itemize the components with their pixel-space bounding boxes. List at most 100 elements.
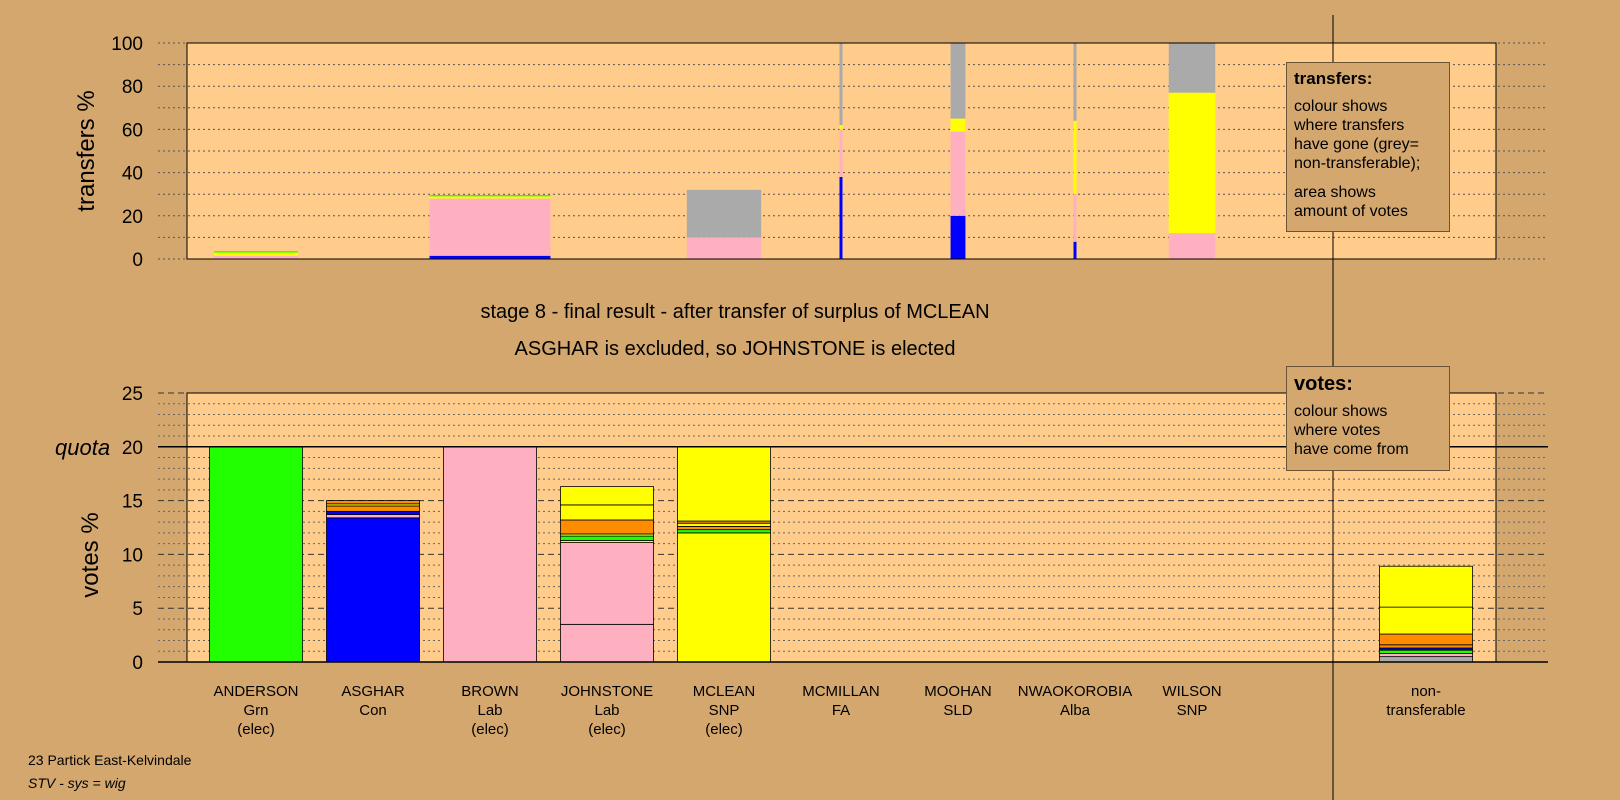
quota-label: quota — [55, 435, 110, 460]
candidate-label: SNP — [709, 702, 740, 719]
vote-segment — [1379, 644, 1473, 649]
transfer-segment — [214, 255, 298, 259]
ward-name: 23 Partick East-Kelvindale — [28, 752, 192, 768]
transfer-segment — [1168, 92, 1216, 234]
candidate-label: JOHNSTONE — [561, 683, 653, 700]
vote-segment — [560, 535, 654, 541]
transfers-y-axis-label: transfers % — [73, 90, 100, 211]
stage-title: stage 8 - final result - after transfer … — [480, 301, 989, 323]
candidate-label: (elec) — [588, 721, 626, 738]
vote-segment — [1379, 606, 1473, 635]
candidate-label: Alba — [1060, 702, 1091, 719]
vote-segment — [1379, 565, 1473, 608]
vote-segment — [326, 500, 420, 505]
vote-segment — [1379, 652, 1473, 658]
transfers-legend-line: colour shows — [1294, 98, 1388, 115]
vote-segment — [560, 504, 654, 521]
vote-segment — [677, 526, 771, 531]
transfers-legend: transfers: colour shows where transfers … — [1286, 62, 1450, 232]
candidate-label: Lab — [594, 702, 619, 719]
vote-segment — [677, 446, 771, 522]
y-tick-label: 80 — [122, 77, 143, 98]
transfers-legend-title: transfers: — [1294, 69, 1373, 88]
votes-y-ticks: 0 5 10 15 20 25 — [122, 384, 143, 674]
y-tick-label: 15 — [122, 492, 143, 513]
transfers-legend-line: have gone (grey= — [1294, 136, 1419, 153]
votes-legend-line: where votes — [1294, 422, 1381, 439]
votes-legend-line: colour shows — [1294, 403, 1388, 420]
votes-legend-title: votes: — [1294, 373, 1353, 395]
candidate-label: MCLEAN — [693, 683, 756, 700]
votes-bars — [158, 446, 1548, 663]
transfer-segment — [1073, 120, 1077, 195]
candidate-label: MOOHAN — [924, 683, 992, 700]
candidate-label: ASGHAR — [341, 683, 405, 700]
candidate-label: (elec) — [237, 721, 275, 738]
transfer-segment — [1073, 194, 1077, 242]
vote-segment — [326, 510, 420, 515]
counting-system: STV - sys = wig — [28, 775, 126, 791]
y-tick-label: 20 — [122, 207, 143, 228]
transfer-segment — [950, 215, 966, 259]
candidate-label: (elec) — [705, 721, 743, 738]
transfers-bars — [214, 43, 1216, 259]
candidate-label: Grn — [243, 702, 268, 719]
vote-segment — [1379, 633, 1473, 646]
transfers-legend-line: non-transferable); — [1294, 155, 1421, 172]
candidate-label: ANDERSON — [213, 683, 298, 700]
transfer-segment — [214, 252, 298, 256]
transfer-segment — [839, 43, 843, 126]
vote-segment — [326, 514, 420, 519]
vote-segment — [560, 519, 654, 535]
vote-segment — [560, 486, 654, 506]
y-tick-label: 60 — [122, 120, 143, 141]
transfers-plot-frame — [186, 42, 1497, 260]
y-tick-label: 5 — [132, 599, 143, 620]
transfers-y-ticks: 0 20 40 60 80 100 — [111, 34, 143, 271]
candidate-labels: ANDERSON Grn (elec) ASGHAR Con BROWN Lab (elec)… — [213, 683, 1465, 738]
transfer-segment — [429, 195, 551, 197]
candidate-label: (elec) — [471, 721, 509, 738]
transfer-segment — [1168, 43, 1216, 93]
transfers-legend-line: amount of votes — [1294, 203, 1408, 220]
transfer-segment — [950, 43, 966, 119]
votes-plot-frame — [186, 392, 1497, 663]
transfer-segment — [1073, 241, 1077, 259]
transfer-segment — [686, 189, 762, 238]
transfer-segment — [839, 125, 843, 130]
candidate-label: WILSON — [1162, 683, 1221, 700]
vote-segment — [326, 517, 420, 663]
vote-segment — [209, 446, 303, 663]
vote-segment — [1379, 649, 1473, 654]
y-tick-label: 0 — [132, 653, 143, 674]
transfer-segment — [429, 198, 551, 256]
transfer-segment — [839, 176, 843, 259]
y-tick-label: 40 — [122, 164, 143, 185]
stage-result: ASGHAR is excluded, so JOHNSTONE is elec… — [515, 338, 956, 360]
transfer-segment — [214, 251, 298, 253]
candidate-label: FA — [832, 702, 850, 719]
candidate-label: SNP — [1177, 702, 1208, 719]
votes-y-axis-label: votes % — [77, 512, 104, 597]
transfer-segment — [950, 118, 966, 132]
transfer-segment — [1168, 233, 1216, 259]
vote-segment — [560, 623, 654, 663]
vote-segment — [560, 542, 654, 625]
vote-segment — [326, 505, 420, 512]
y-tick-label: 20 — [122, 438, 143, 459]
transfer-segment — [429, 255, 551, 259]
vote-segment — [677, 522, 771, 527]
votes-legend: votes: colour shows where votes have com… — [1286, 366, 1450, 471]
transfer-segment — [686, 237, 762, 259]
vote-segment — [443, 446, 537, 663]
votes-legend-line: have come from — [1294, 441, 1409, 458]
y-tick-label: 0 — [132, 250, 143, 271]
nontransferable-label: non- — [1411, 683, 1441, 700]
y-tick-label: 10 — [122, 545, 143, 566]
candidate-label: Lab — [477, 702, 502, 719]
transfer-segment — [839, 129, 843, 177]
nontransferable-label: transferable — [1386, 702, 1465, 719]
votes-chart: 0 5 10 15 20 25 quota votes % — [55, 384, 1548, 674]
candidate-label: SLD — [943, 702, 972, 719]
